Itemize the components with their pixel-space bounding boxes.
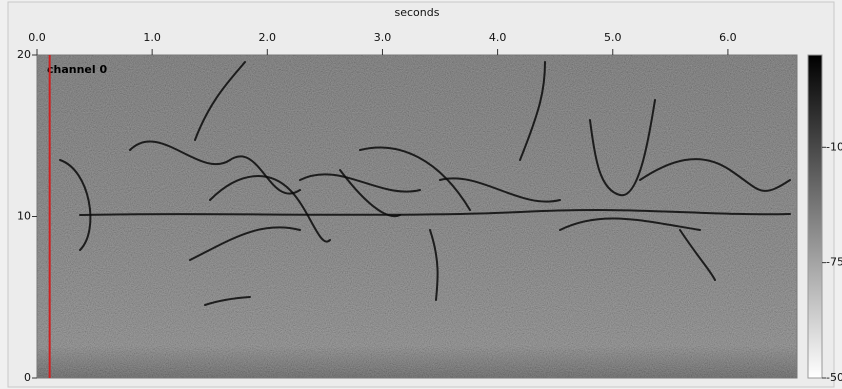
x-tick-label: 4.0 — [489, 31, 507, 44]
y-tick-label: 20 — [17, 48, 31, 61]
colorbar-tick-label: -75 — [826, 256, 842, 269]
x-tick-label: 2.0 — [259, 31, 277, 44]
x-tick-label: 6.0 — [719, 31, 737, 44]
channel-label: channel 0 — [47, 63, 107, 76]
y-tick-label: 0 — [24, 371, 31, 384]
x-tick-label: 5.0 — [604, 31, 622, 44]
x-tick-label: 0.0 — [28, 31, 46, 44]
colorbar-tick-label: -50 — [826, 371, 842, 384]
x-tick-label: 1.0 — [143, 31, 161, 44]
plot-area — [37, 55, 797, 378]
colorbar-tick-label: -100 — [826, 140, 842, 153]
x-axis-label: seconds — [395, 6, 440, 19]
y-tick-label: 10 — [17, 210, 31, 223]
x-tick-label: 3.0 — [374, 31, 392, 44]
spectrogram-noise — [37, 55, 797, 378]
colorbar — [807, 54, 823, 379]
call-traces — [59, 61, 791, 306]
